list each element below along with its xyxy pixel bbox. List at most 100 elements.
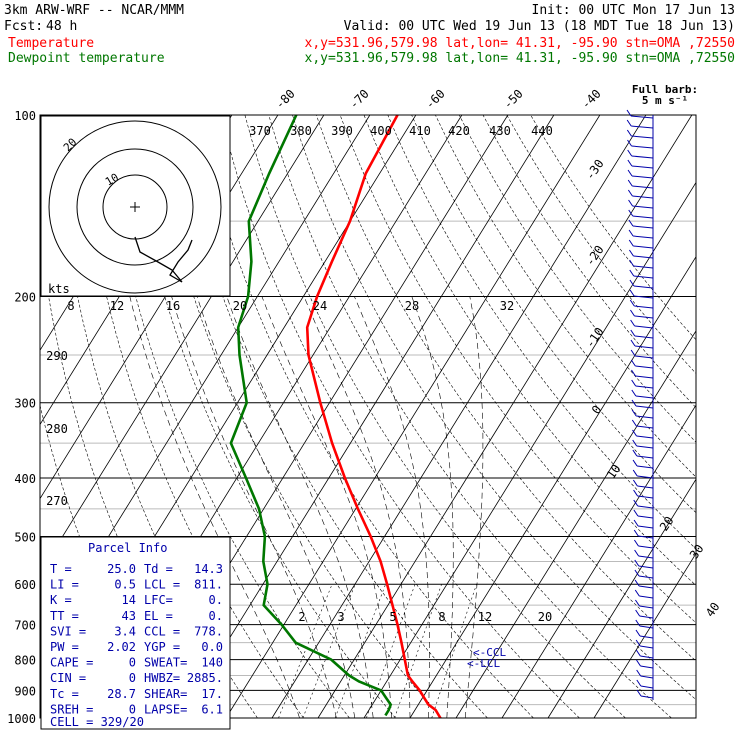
- dry-adiabat: [268, 115, 672, 719]
- wind-barb-feather: [635, 639, 641, 647]
- parcel-row-label: CCL =: [144, 624, 180, 638]
- wind-barb: [631, 155, 654, 159]
- isotherm-label: -20: [583, 243, 607, 269]
- parcel-row-value: 43: [122, 609, 136, 623]
- wind-barb: [640, 685, 654, 689]
- wind-barb: [633, 255, 654, 259]
- theta-label: 420: [448, 124, 470, 138]
- temperature-series-line: [305, 115, 442, 719]
- forecast-label: Fcst:: [4, 19, 43, 34]
- hodograph-ring: [48, 120, 222, 294]
- mixing-ratio-label: 20: [538, 610, 552, 624]
- wind-barb: [635, 405, 654, 409]
- wind-barb-feather: [628, 219, 634, 227]
- wind-barb-feather: [631, 419, 637, 427]
- parcel-row-label: PW =: [50, 640, 79, 654]
- wind-barb-feather: [632, 449, 638, 457]
- hodograph-ring: [76, 148, 194, 266]
- parcel-row-label: T =: [50, 562, 72, 576]
- dry-adiabat: [197, 115, 534, 719]
- wind-barb: [633, 265, 654, 269]
- wind-barb-feather: [636, 679, 642, 687]
- parcel-row-label: Tc =: [50, 687, 79, 701]
- wind-barb-feather: [630, 309, 635, 317]
- wind-barb: [633, 245, 654, 249]
- parcel-row-value: 0: [129, 702, 136, 716]
- wind-barb: [639, 585, 654, 589]
- wind-barb: [638, 565, 654, 569]
- wind-barb-feather: [634, 559, 640, 567]
- parcel-row-label: SVI =: [50, 624, 86, 638]
- dry-adiabat: [125, 115, 396, 719]
- parcel-info-panel: Parcel Info T = 25.0 Td = 14.3 LI = 0.5 LCL = 81…: [40, 536, 231, 730]
- dry-adiabat: [292, 115, 696, 701]
- isotherm-line: [593, 552, 696, 719]
- dry-adiabat: [411, 115, 696, 514]
- parcel-info-title: Parcel Info: [88, 541, 167, 555]
- wind-barb: [637, 515, 654, 519]
- wind-barb: [640, 665, 654, 669]
- wind-barb: [631, 175, 654, 179]
- wind-barb: [638, 535, 654, 539]
- parcel-row-value: 811.: [194, 578, 223, 592]
- parcel-row-value: 0: [129, 656, 136, 670]
- pressure-tick-label: 600: [14, 578, 36, 592]
- parcel-row-label: HWBZ=: [144, 671, 180, 685]
- wind-barb: [640, 695, 654, 699]
- pressure-tick-label: 500: [14, 530, 36, 544]
- parcel-row-label: YGP =: [144, 640, 180, 654]
- wind-barb-feather: [635, 609, 641, 617]
- hodograph-axis-label: 32: [500, 299, 514, 313]
- temperature-location-info: x,y=531.96,579.98 lat,lon= 41.31, -95.90…: [305, 36, 735, 51]
- isotherm-label: 30: [687, 542, 707, 562]
- wind-barb: [634, 345, 654, 349]
- hodograph-axis-label: 28: [405, 299, 419, 313]
- moist-adiabat: [354, 296, 430, 719]
- mixing-ratio-line: [278, 584, 333, 719]
- parcel-row-value: 140: [201, 656, 223, 670]
- pressure-tick-label: 400: [14, 472, 36, 486]
- wind-barb-feather: [628, 229, 634, 237]
- wind-barb: [633, 235, 654, 239]
- moist-adiabat: [303, 296, 411, 718]
- wind-barb-feather: [628, 209, 634, 217]
- parcel-row-label: K =: [50, 593, 72, 607]
- wind-barb: [638, 555, 654, 559]
- theta-label: 280: [46, 422, 68, 436]
- moist-adiabat: [129, 296, 300, 719]
- dry-adiabat: [363, 115, 696, 586]
- parcel-row-value: 14: [122, 593, 136, 607]
- model-title: 3km ARW-WRF -- NCAR/MMM: [4, 3, 184, 18]
- wind-barb: [637, 495, 654, 499]
- wind-barb-feather: [633, 539, 639, 547]
- parcel-info-box: [40, 536, 231, 730]
- wind-barb-feather: [627, 179, 633, 187]
- wind-barb-feather: [627, 159, 633, 167]
- wind-barb-feather: [631, 389, 637, 397]
- dry-adiabat: [506, 115, 696, 374]
- mixing-ratio-label: 8: [438, 610, 445, 624]
- wind-barb: [636, 415, 654, 419]
- wind-barb: [638, 525, 654, 529]
- wind-barb: [631, 125, 654, 129]
- isotherm-line: [317, 115, 693, 719]
- wind-barb: [632, 205, 654, 209]
- isotherm-label: -30: [583, 157, 607, 183]
- wind-barb: [630, 115, 654, 119]
- theta-label: 430: [489, 124, 511, 138]
- wind-barb-feather: [634, 569, 640, 577]
- moist-adiabat: [171, 296, 337, 719]
- wind-barb-feather: [635, 619, 641, 627]
- wind-barb: [636, 445, 654, 449]
- wind-barb-feather: [630, 339, 636, 347]
- wind-barb-feather: [628, 199, 633, 207]
- wind-barb-feather: [629, 299, 635, 307]
- hodograph-axis-label: 20: [233, 299, 247, 313]
- wind-barb-feather: [630, 359, 636, 367]
- pressure-tick-label: 200: [14, 291, 36, 305]
- wind-barb: [639, 625, 654, 629]
- barb-legend-title: Full barb:: [632, 83, 698, 96]
- wind-barb: [636, 435, 654, 439]
- isotherm-line: [455, 330, 696, 719]
